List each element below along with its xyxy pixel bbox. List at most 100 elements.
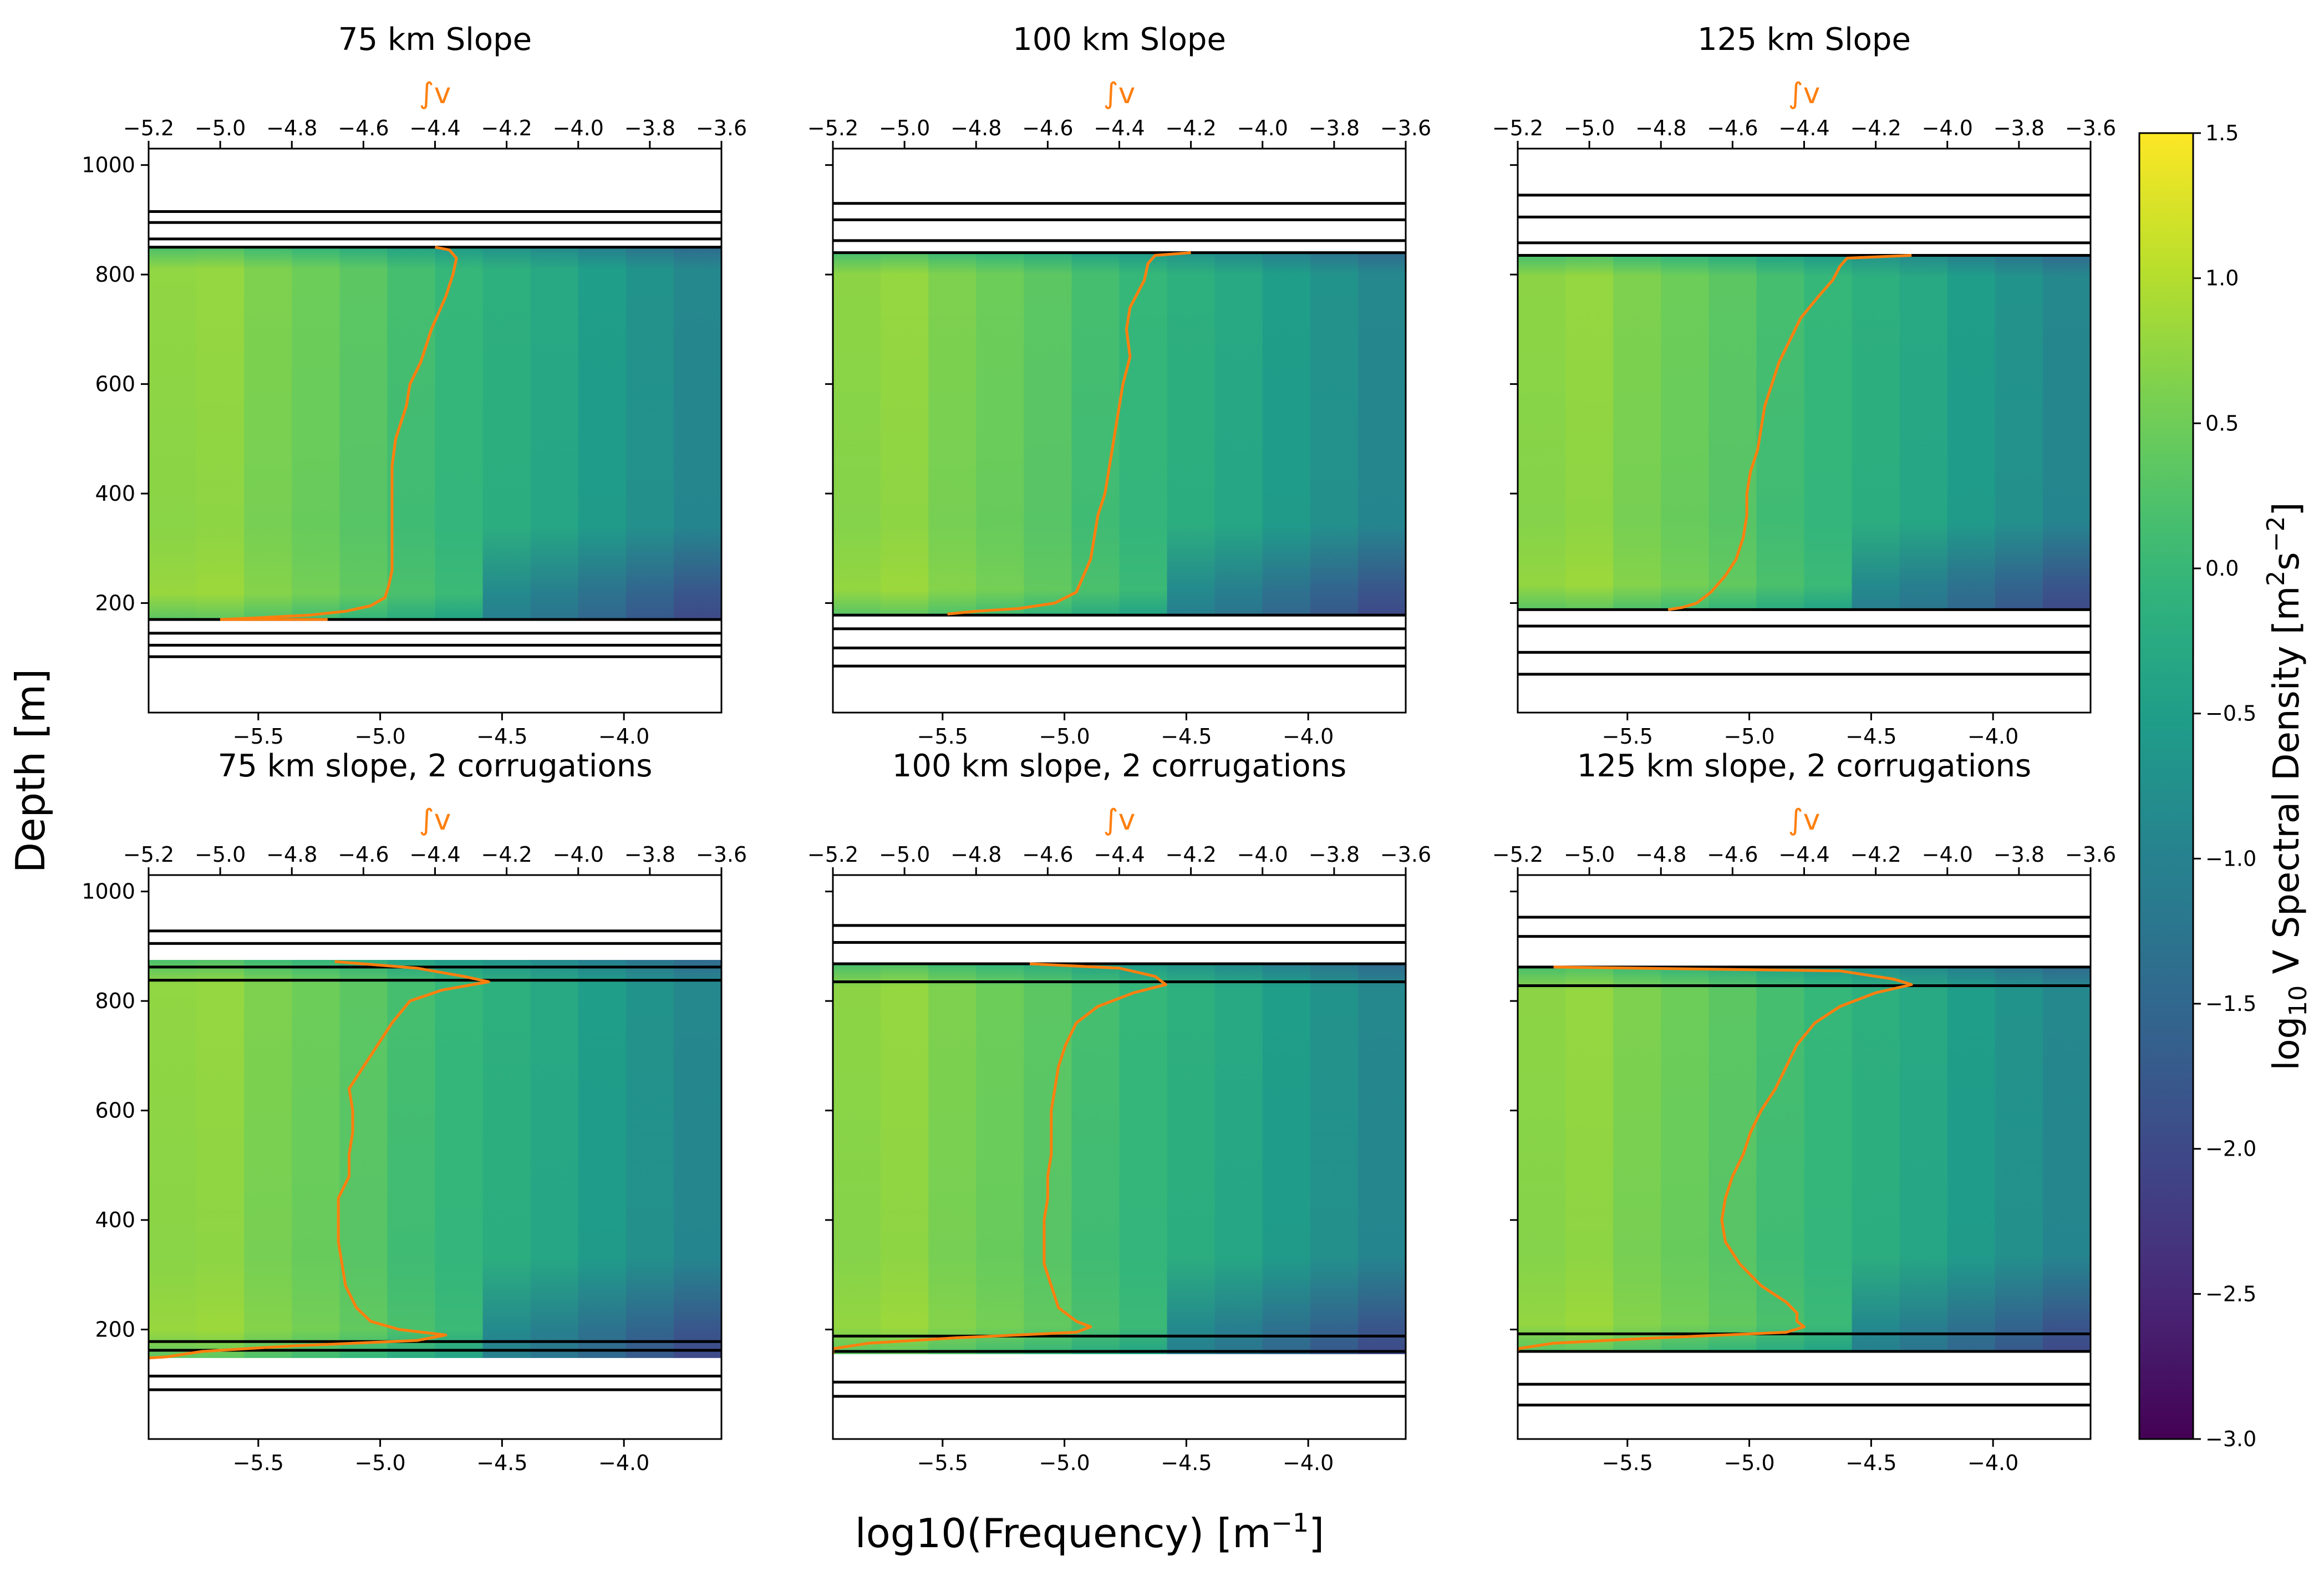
top-axis-tick-label: −4.6 <box>1707 116 1758 140</box>
integral-profile-line <box>1518 965 1913 1351</box>
colorbar-tick-label: −1.5 <box>2205 992 2256 1016</box>
heatmap-column <box>1661 967 1710 1352</box>
depth-axis-tick-label: 800 <box>95 989 135 1013</box>
bottom-axis-tick-label: −4.0 <box>598 724 649 749</box>
subplot-title: 75 km slope, 2 corrugations <box>218 748 653 784</box>
heatmap-column <box>1708 255 1757 610</box>
subplot: 75 km slope, 2 corrugations ∫v −5.2 −5.0 −4.… <box>82 748 747 1475</box>
top-axis-tick-label: −4.0 <box>553 842 604 867</box>
heatmap-column <box>1899 255 1948 610</box>
top-axis-tick-label: −5.2 <box>1492 116 1543 140</box>
subplot: 100 km Slope ∫v −5.2 −5.0 −4.8 −4.6 −4.4 −4.2 −4… <box>807 22 1431 749</box>
heatmap-column <box>530 247 579 620</box>
subplot-title: 125 km slope, 2 corrugations <box>1577 748 2031 784</box>
colorbar-label-end: ] <box>2266 502 2307 516</box>
colorbar: −3.0 −2.5 −2.0 −1.5 −1.0 −0.5 0.0 0.5 1.0 1.5 log… <box>2138 121 2312 1451</box>
top-axis-tick-label: −4.2 <box>481 116 532 140</box>
top-axis-tick-label: −4.4 <box>1094 116 1145 140</box>
top-axis-tick-label: −3.6 <box>696 842 747 867</box>
top-axis-tick-label: −5.2 <box>123 842 174 867</box>
top-axis-label: ∫v <box>1788 804 1820 837</box>
heatmap <box>833 252 1406 616</box>
heatmap-column <box>578 247 627 620</box>
heatmap-column <box>1024 252 1072 616</box>
top-axis-tick-label: −3.6 <box>2065 116 2116 140</box>
heatmap-column <box>196 247 245 620</box>
top-axis-tick-label: −4.2 <box>1850 116 1901 140</box>
top-axis-tick-label: −4.0 <box>1922 842 1973 867</box>
panels: 75 km Slope ∫v −5.2 −5.0 −4.8 −4.6 −4.4 −4.2 −4.… <box>82 22 2116 1475</box>
bottom-axis-tick-label: −5.5 <box>917 1451 968 1475</box>
top-axis-tick-label: −4.0 <box>1922 116 1973 140</box>
bottom-axis-tick-label: −4.0 <box>1283 724 1334 749</box>
top-axis-tick-label: −5.2 <box>123 116 174 140</box>
x-axis-label-end: ] <box>1309 1510 1324 1557</box>
heatmap <box>833 963 1406 1354</box>
top-axis-tick-label: −4.4 <box>409 842 460 867</box>
bottom-axis-tick-label: −4.0 <box>1967 1451 2018 1475</box>
heatmap-column <box>1708 967 1757 1352</box>
heatmap-column <box>1167 963 1216 1354</box>
top-axis-tick-label: −3.6 <box>2065 842 2116 867</box>
bottom-axis-tick-label: −5.0 <box>354 724 405 749</box>
heatmap-column <box>928 963 977 1354</box>
top-axis-tick-label: −5.2 <box>807 842 858 867</box>
top-axis-tick-label: −4.8 <box>266 116 317 140</box>
top-axis-tick-label: −4.4 <box>409 116 460 140</box>
heatmap-column <box>1852 967 1900 1352</box>
depth-axis-tick-label: 600 <box>95 1099 135 1123</box>
top-axis-tick-label: −5.2 <box>807 116 858 140</box>
colorbar-tick-label: −2.5 <box>2205 1282 2256 1306</box>
top-axis-label: ∫v <box>419 77 451 110</box>
heatmap-column <box>833 252 882 616</box>
subplot-title: 75 km Slope <box>338 22 532 58</box>
heatmap-column <box>1518 967 1567 1352</box>
heatmap-column <box>1262 252 1311 616</box>
top-axis-tick-label: −4.2 <box>1165 116 1216 140</box>
subplot: 125 km slope, 2 corrugations ∫v −5.2 −5.0 −4… <box>1492 748 2116 1475</box>
heatmap-column <box>292 960 340 1358</box>
top-axis-tick-label: −4.0 <box>1237 842 1288 867</box>
heatmap <box>149 247 721 620</box>
colorbar-tick-label: 1.5 <box>2205 121 2239 145</box>
bottom-axis-tick-label: −5.0 <box>1723 1451 1774 1475</box>
top-axis-tick-label: −3.6 <box>1380 116 1431 140</box>
colorbar-tick-label: 0.5 <box>2205 411 2239 435</box>
bottom-axis-tick-label: −4.0 <box>1283 1451 1334 1475</box>
colorbar-label-log: log <box>2266 1016 2307 1071</box>
bottom-axis-tick-label: −5.5 <box>233 724 284 749</box>
heatmap-column <box>2042 967 2091 1352</box>
top-axis-tick-label: −4.2 <box>481 842 532 867</box>
heatmap-column <box>976 963 1025 1354</box>
heatmap-column <box>1899 967 1948 1352</box>
top-axis-tick-label: −3.8 <box>624 116 675 140</box>
top-axis-label: ∫v <box>1103 77 1136 110</box>
heatmap-column <box>1119 963 1168 1354</box>
heatmap-column <box>881 252 929 616</box>
heatmap-column <box>482 247 531 620</box>
heatmap-column <box>1214 963 1263 1354</box>
heatmap-column <box>196 960 245 1358</box>
bottom-axis-tick-label: −5.5 <box>1602 1451 1653 1475</box>
top-axis-tick-label: −4.8 <box>1635 842 1686 867</box>
subplot: 125 km Slope ∫v −5.2 −5.0 −4.8 −4.6 −4.4 −4.2 −4… <box>1492 22 2116 749</box>
bottom-axis-tick-label: −4.5 <box>1161 1451 1212 1475</box>
heatmap-column <box>482 960 531 1358</box>
x-axis-label-sup: −1 <box>1271 1508 1309 1538</box>
heatmap-column <box>149 247 197 620</box>
heatmap <box>149 960 721 1358</box>
top-axis-label: ∫v <box>1103 804 1136 837</box>
bottom-axis-tick-label: −4.5 <box>476 724 527 749</box>
heatmap-column <box>1756 255 1805 610</box>
heatmap-column <box>928 252 977 616</box>
top-axis-tick-label: −4.4 <box>1778 842 1829 867</box>
top-axis-tick-label: −4.2 <box>1850 842 1901 867</box>
colorbar-tick-label: −1.0 <box>2205 846 2256 871</box>
top-axis-tick-label: −3.8 <box>1994 116 2045 140</box>
subplot: 75 km Slope ∫v −5.2 −5.0 −4.8 −4.6 −4.4 −4.2 −4.… <box>82 22 747 749</box>
integral-profile-line <box>220 246 458 621</box>
colorbar-tick-label: 1.0 <box>2205 266 2239 291</box>
heatmap-column <box>1756 967 1805 1352</box>
heatmap-column <box>339 960 388 1358</box>
heatmap-column <box>976 252 1025 616</box>
